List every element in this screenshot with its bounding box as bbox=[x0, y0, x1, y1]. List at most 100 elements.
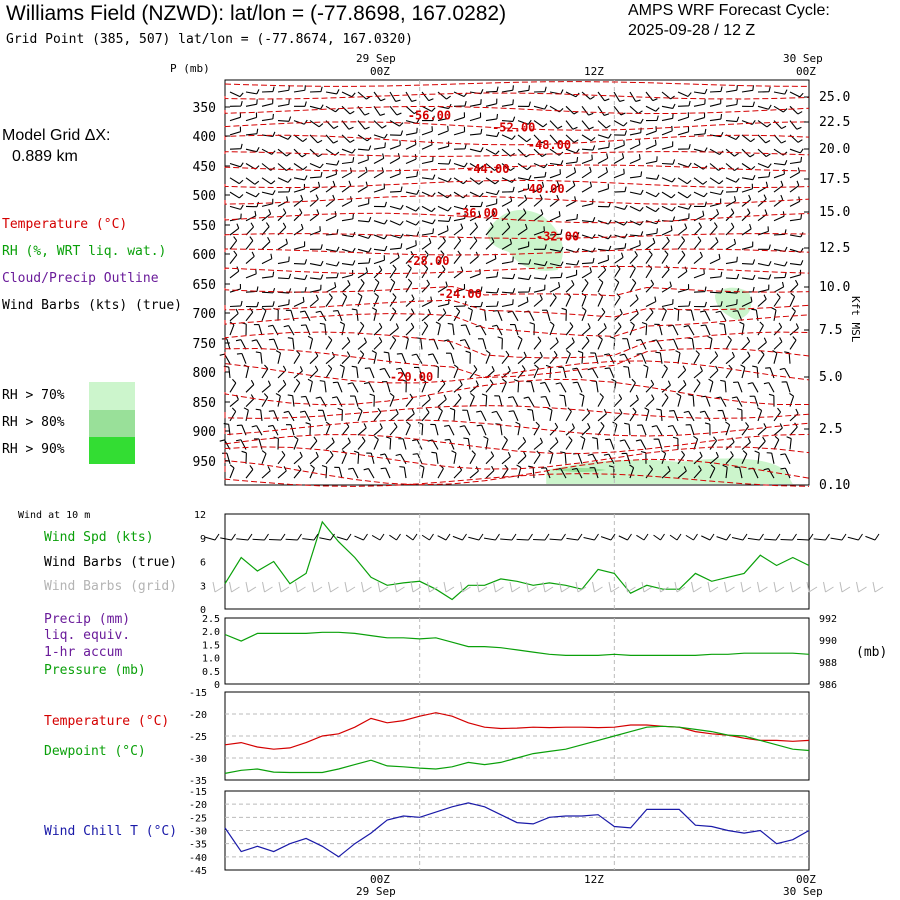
wind-barb bbox=[581, 105, 594, 116]
wind-barb bbox=[300, 324, 311, 336]
wind-barb bbox=[709, 189, 724, 196]
wind-barb bbox=[597, 421, 605, 436]
wind-barb bbox=[317, 409, 327, 422]
wind-barb-true bbox=[269, 533, 286, 541]
wind-barb bbox=[261, 98, 274, 107]
wind-barb bbox=[405, 205, 420, 212]
wind-barb bbox=[613, 204, 628, 210]
wind-barb bbox=[469, 251, 479, 265]
wind-barb bbox=[485, 379, 494, 393]
wind-barb bbox=[773, 423, 783, 436]
wind-barb bbox=[485, 131, 500, 138]
wind-barb bbox=[293, 208, 303, 222]
wind-barb-true bbox=[220, 533, 236, 541]
wind-barb bbox=[555, 382, 567, 393]
wind-barb bbox=[229, 378, 237, 393]
wind-barb-grid bbox=[592, 581, 603, 593]
legend-cloud: Cloud/Precip Outline bbox=[2, 271, 159, 286]
wind-chill-tick: -35 bbox=[189, 840, 207, 851]
legend-precip-liq: liq. equiv. bbox=[44, 628, 131, 643]
precip-pressure-panel-series-0 bbox=[224, 631, 810, 657]
wind-barb bbox=[221, 338, 231, 350]
wind-barb bbox=[261, 190, 276, 196]
wind-barb bbox=[453, 364, 459, 379]
wind-barb-true bbox=[371, 533, 385, 541]
wind-barb bbox=[469, 222, 479, 236]
wind-barb bbox=[667, 424, 679, 436]
wind-barb bbox=[636, 339, 647, 350]
wind-barb bbox=[421, 237, 432, 250]
wind-barb bbox=[373, 278, 380, 293]
wind-barb bbox=[485, 209, 496, 222]
wind-barb bbox=[688, 394, 695, 407]
wind-barb bbox=[549, 293, 557, 307]
wind-barb bbox=[693, 251, 703, 265]
wind-barb bbox=[405, 139, 417, 150]
wind-barb bbox=[261, 301, 275, 308]
wind-barb-grid bbox=[740, 581, 752, 593]
precip-tick: 0.5 bbox=[202, 667, 220, 678]
wind-barb bbox=[789, 167, 801, 179]
wind-barb bbox=[277, 256, 290, 265]
wind-barb bbox=[421, 115, 435, 122]
wind-barb bbox=[709, 301, 723, 308]
wind-barb bbox=[533, 134, 547, 144]
wind-barb-true bbox=[452, 533, 467, 541]
temperature-contour bbox=[224, 285, 810, 297]
wind-barb bbox=[677, 112, 690, 122]
temperature-contour bbox=[224, 265, 810, 275]
wind-barb-grid bbox=[328, 581, 339, 593]
windchill-panel-series-0 bbox=[224, 802, 810, 858]
wind-barb bbox=[485, 237, 495, 250]
wind-speed-tick: 6 bbox=[200, 558, 206, 569]
wind-barb bbox=[581, 134, 596, 142]
wind10m-barbs-true bbox=[204, 533, 880, 541]
wind-barb bbox=[229, 236, 238, 250]
wind-barb bbox=[517, 286, 531, 293]
wind-barb bbox=[437, 177, 452, 183]
wind-barb-true bbox=[336, 533, 352, 541]
wind-barb bbox=[405, 240, 417, 250]
wind-barb-grid bbox=[542, 581, 554, 593]
wind-barb bbox=[734, 466, 743, 479]
wind-barb bbox=[353, 450, 360, 464]
top-time-0: 00Z bbox=[370, 65, 390, 78]
model-grid-label: Model Grid ΔX: bbox=[2, 127, 111, 144]
wind-barb bbox=[221, 452, 231, 464]
wind-barb bbox=[229, 250, 238, 264]
wind-barb bbox=[619, 353, 631, 364]
rh-70-area-right bbox=[714, 287, 752, 320]
wind-barb bbox=[645, 250, 653, 264]
wind-barb bbox=[709, 271, 723, 279]
wind-barb bbox=[757, 337, 767, 350]
wind-barb bbox=[309, 171, 323, 179]
wind-barb bbox=[373, 183, 385, 193]
wind-barb-grid bbox=[790, 581, 801, 593]
wind-barb-grid bbox=[674, 581, 686, 593]
wind-barb bbox=[565, 134, 579, 143]
wind-barb bbox=[747, 382, 759, 393]
pressure-right-tick: 992 bbox=[819, 614, 837, 625]
wind-barb bbox=[277, 466, 287, 479]
wind-barb bbox=[547, 407, 553, 422]
wind-barb bbox=[462, 409, 471, 422]
wind-barb bbox=[517, 451, 527, 465]
wind-barb bbox=[421, 219, 436, 225]
precip-pressure-panel-frame bbox=[224, 617, 810, 685]
wind10m-panel-series-0 bbox=[224, 520, 810, 601]
wind-barb bbox=[430, 423, 439, 436]
wind-barb bbox=[517, 85, 530, 93]
wind-barb bbox=[645, 379, 655, 393]
wind-barb bbox=[460, 324, 471, 336]
wind-barb bbox=[581, 257, 595, 265]
wind-barb bbox=[789, 214, 803, 222]
wind-barb bbox=[675, 350, 681, 364]
wind-barb bbox=[357, 120, 370, 130]
wind-barb bbox=[229, 91, 244, 98]
wind-barb bbox=[773, 134, 787, 144]
wind-barb bbox=[293, 259, 308, 265]
wind-barb bbox=[565, 120, 578, 130]
wind-barb bbox=[341, 157, 355, 165]
wind-barb bbox=[773, 261, 788, 267]
wind-barb-grid bbox=[427, 581, 438, 593]
